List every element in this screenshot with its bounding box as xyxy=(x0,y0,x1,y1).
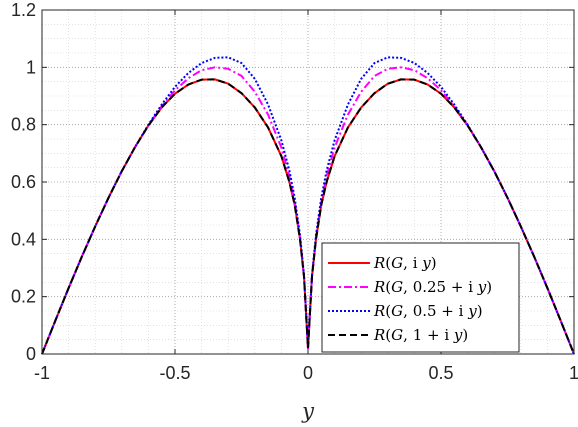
legend: R(G, i y) R(G, 0.25 + i y) R(G, 0.5 + i y)… xyxy=(321,242,520,353)
legend-box xyxy=(321,242,520,353)
x-tick-label: -1 xyxy=(34,363,50,383)
series-line-4 xyxy=(41,78,575,355)
legend-label-3: R(G, 0.5 + i y) xyxy=(373,302,483,320)
y-tick-label: 1 xyxy=(26,57,36,77)
legend-label-1: R(G, i y) xyxy=(373,254,437,272)
legend-label-4: R(G, 1 + i y) xyxy=(373,326,468,344)
tick-marks xyxy=(41,9,575,355)
series-layer xyxy=(41,56,575,355)
x-tick-label: 0 xyxy=(303,363,313,383)
x-tick-labels: -1 -0.5 0 0.5 1 xyxy=(34,363,578,383)
y-tick-label: 1.2 xyxy=(11,0,36,20)
x-tick-label: 1 xyxy=(569,363,578,383)
x-axis-label: y xyxy=(301,399,315,423)
legend-label-2: R(G, 0.25 + i y) xyxy=(373,278,492,296)
y-tick-label: 0.4 xyxy=(11,229,36,249)
y-tick-label: 0.2 xyxy=(11,287,36,307)
x-tick-label: -0.5 xyxy=(159,363,190,383)
y-tick-label: 0 xyxy=(26,344,36,364)
x-tick-label: 0.5 xyxy=(428,363,453,383)
y-tick-label: 0.8 xyxy=(11,115,36,135)
y-tick-labels: 0 0.2 0.4 0.6 0.8 1 1.2 xyxy=(11,0,36,364)
y-tick-label: 0.6 xyxy=(11,172,36,192)
